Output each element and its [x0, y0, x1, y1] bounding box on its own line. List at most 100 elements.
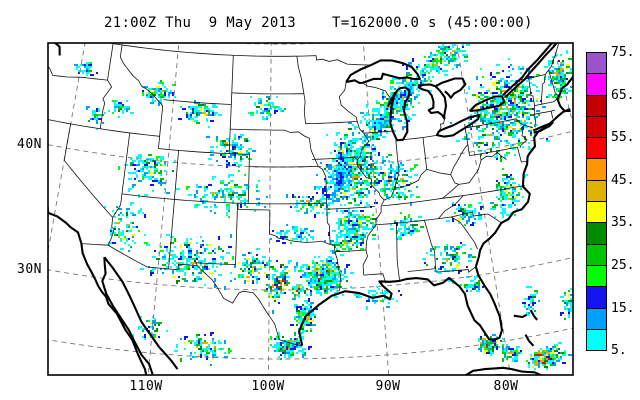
state-border [524, 124, 534, 129]
colorbar-cell [586, 307, 607, 330]
state-border [534, 114, 537, 128]
state-border [334, 251, 342, 292]
state-border [442, 174, 460, 199]
lon-tick-label: 80W [493, 379, 519, 394]
coastline [434, 77, 467, 99]
state-border [373, 216, 452, 226]
state-border [121, 193, 327, 205]
state-border [528, 78, 536, 115]
map-frame [47, 42, 574, 376]
coastline [298, 266, 504, 346]
colorbar-cell [586, 52, 607, 75]
state-border [158, 148, 250, 155]
coastline [386, 91, 397, 108]
coastline [435, 113, 481, 138]
state-border [550, 111, 554, 119]
state-border [247, 154, 250, 204]
coastline [524, 334, 535, 347]
state-border [396, 223, 400, 281]
state-border [534, 109, 556, 115]
state-border [472, 118, 528, 149]
state-border [356, 121, 385, 201]
state-borders-layer [48, 43, 560, 347]
lon-tick-label: 100W [251, 379, 285, 394]
state-border [99, 43, 114, 129]
state-border [424, 220, 437, 273]
coastline [502, 43, 554, 96]
colorbar-cell [586, 115, 607, 139]
state-border [48, 66, 108, 81]
state-border [311, 156, 358, 161]
coastline [468, 95, 506, 113]
state-border [541, 74, 546, 105]
state-border [451, 211, 503, 224]
state-border [464, 123, 470, 156]
colorbar-tick-label: 55. [611, 130, 635, 146]
coastline [504, 43, 558, 98]
state-border [230, 128, 319, 167]
state-border [382, 197, 443, 207]
meridian-80W [456, 43, 511, 375]
lon-tick-label: 110W [129, 379, 163, 394]
coastline [532, 121, 554, 134]
colorbar-cell [586, 137, 607, 160]
colorbar-cell [586, 222, 607, 245]
state-border [394, 140, 400, 189]
coastline [464, 366, 544, 375]
state-border [81, 243, 303, 347]
parallel-50N [223, 43, 337, 45]
state-border [237, 203, 331, 245]
state-border [249, 166, 319, 168]
state-border [228, 55, 234, 154]
state-border [338, 81, 347, 97]
state-border [442, 185, 525, 199]
reflectivity-colorbar [586, 52, 607, 352]
colorbar-cell [586, 243, 607, 266]
parallel-25N [48, 327, 573, 360]
state-border [326, 206, 375, 210]
colorbar-cell [586, 158, 607, 181]
coastline [529, 309, 539, 321]
coastline [80, 243, 148, 375]
colorbar-tick-label: 65. [611, 87, 635, 103]
colorbar-cell [586, 328, 607, 352]
state-border [458, 159, 482, 185]
state-border [326, 202, 336, 252]
coastline-layer [48, 43, 573, 375]
state-border [435, 266, 477, 273]
state-border [438, 118, 445, 132]
state-border [544, 43, 560, 75]
meridian-120W [48, 43, 86, 254]
state-border [106, 43, 317, 57]
state-border [112, 132, 131, 218]
state-border [168, 150, 179, 269]
state-border [195, 203, 238, 266]
valid-time-label: 21:00Z Thu 9 May 2013 [104, 15, 297, 31]
colorbar-cell [586, 201, 607, 224]
lat-tick-label: 40N [17, 137, 42, 152]
coastline [389, 86, 411, 142]
colorbar-cell [586, 264, 607, 288]
state-border [334, 249, 366, 253]
colorbar-tick-label: 15. [611, 300, 635, 316]
state-border [450, 216, 478, 250]
meridian-90W [362, 43, 390, 375]
state-border [338, 96, 358, 122]
coastline [103, 256, 179, 370]
state-border [63, 123, 115, 246]
coastline [345, 59, 421, 85]
colorbar-tick-label: 45. [611, 172, 635, 188]
colorbar-tick-label: 35. [611, 215, 635, 231]
colorbar-cell [586, 73, 607, 96]
coastline [52, 43, 61, 56]
state-border [163, 99, 232, 105]
state-border [303, 93, 358, 125]
coastline [48, 201, 83, 244]
colorbar-cell [586, 94, 607, 117]
coastline [101, 257, 154, 375]
colorbar-cell [586, 179, 607, 203]
lat-tick-label: 30N [17, 262, 42, 277]
coastline [513, 313, 528, 319]
